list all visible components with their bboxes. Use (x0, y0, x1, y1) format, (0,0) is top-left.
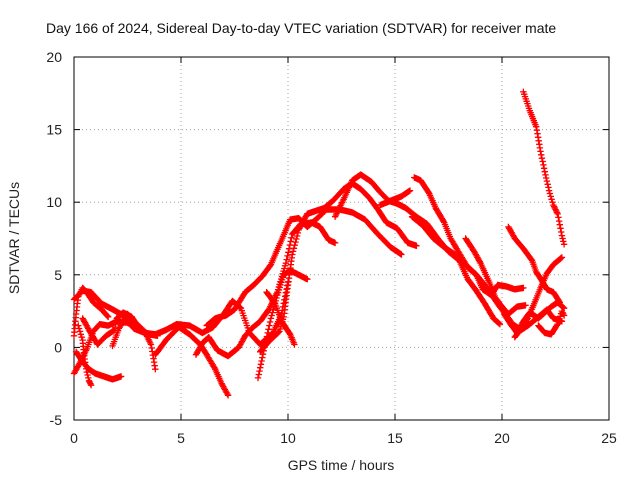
x-axis-title: GPS time / hours (288, 457, 395, 473)
series-track-6 (70, 284, 112, 339)
series-track-12 (254, 267, 311, 382)
x-tick-label: 15 (387, 430, 403, 446)
point-markers (109, 310, 159, 373)
series-track-5 (75, 322, 95, 389)
plot-frame (73, 56, 610, 421)
point-markers (263, 289, 298, 348)
y-tick-label: 0 (54, 339, 62, 355)
x-tick-label: 10 (280, 430, 296, 446)
series-track-4 (72, 348, 125, 383)
point-markers (152, 323, 232, 399)
point-markers (70, 284, 112, 339)
y-tick-label: 10 (46, 194, 62, 210)
y-tick-label: 15 (46, 122, 62, 138)
series-track-22 (511, 254, 566, 341)
y-axis-title: SDTVAR / TECUs (6, 182, 22, 294)
point-markers (254, 267, 311, 382)
point-markers (535, 307, 568, 338)
series-track-14 (331, 171, 504, 328)
series-track-7 (109, 310, 159, 373)
x-tick-label: 5 (177, 430, 185, 446)
data-marks (70, 88, 568, 399)
point-markers (376, 187, 414, 209)
point-markers (331, 171, 504, 328)
chart-title: Day 166 of 2024, Sidereal Day-to-day VTE… (46, 20, 556, 36)
point-markers (203, 206, 405, 329)
point-markers (520, 88, 568, 248)
x-tick-label: 20 (494, 430, 510, 446)
series-track-13 (263, 289, 298, 348)
axis-tick-labels: 0 5 10 15 20 25 -5 0 5 10 15 20 (46, 49, 617, 446)
point-markers (511, 254, 566, 341)
series-track-23 (535, 307, 568, 338)
x-tick-label: 0 (70, 430, 78, 446)
y-tick-label: 20 (46, 49, 62, 65)
x-tick-label: 25 (601, 430, 617, 446)
series-track-15 (376, 187, 414, 209)
series-track-20 (520, 88, 568, 248)
grid (74, 57, 609, 420)
series-track-11 (257, 180, 420, 355)
point-markers (72, 348, 125, 383)
series-track-10 (203, 206, 405, 329)
series-track-8 (152, 323, 232, 399)
series-track-18 (462, 235, 529, 318)
y-tick-label: -5 (50, 412, 63, 428)
y-tick-label: 5 (54, 267, 62, 283)
point-markers (462, 235, 529, 318)
point-markers (75, 322, 95, 389)
point-markers (257, 180, 420, 355)
